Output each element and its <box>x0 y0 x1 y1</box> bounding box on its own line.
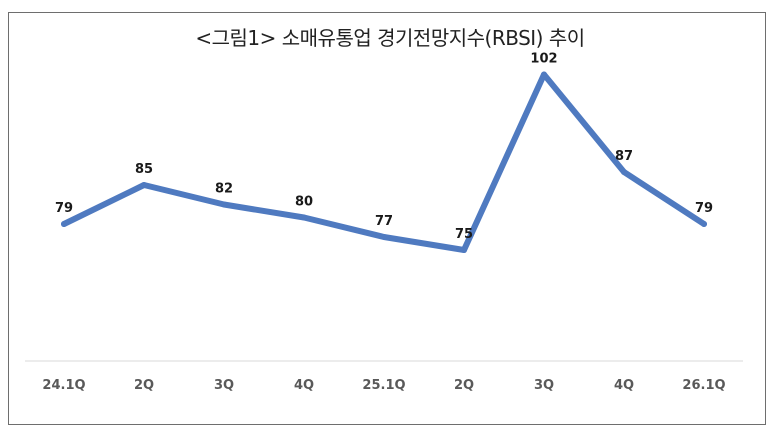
data-label: 80 <box>295 195 313 210</box>
data-point <box>461 247 467 253</box>
data-label: 82 <box>215 182 233 197</box>
x-tick-label: 26.1Q <box>682 378 725 393</box>
data-label: 85 <box>135 162 153 177</box>
data-label: 87 <box>615 149 633 164</box>
x-tick-label: 2Q <box>454 378 474 393</box>
chart-title: <그림1> 소매유통업 경기전망지수(RBSI) 추이 <box>195 26 585 50</box>
x-tick-label: 24.1Q <box>42 378 85 393</box>
data-point <box>221 201 227 208</box>
x-tick-label: 4Q <box>614 378 634 393</box>
data-point <box>701 221 707 227</box>
data-point <box>541 71 547 78</box>
x-tick-label: 4Q <box>294 378 314 393</box>
data-point <box>301 214 307 221</box>
data-label: 79 <box>695 201 713 216</box>
data-point <box>61 221 67 227</box>
data-point <box>141 182 147 188</box>
x-tick-label: 25.1Q <box>362 378 405 393</box>
data-label: 75 <box>455 227 473 242</box>
x-tick-label: 2Q <box>134 378 154 393</box>
chart-frame <box>8 12 766 425</box>
data-point <box>381 234 387 240</box>
data-label: 102 <box>530 52 557 67</box>
data-point <box>621 169 627 175</box>
data-label: 79 <box>55 201 73 216</box>
x-tick-label: 3Q <box>214 378 234 393</box>
data-label: 77 <box>375 214 393 229</box>
x-tick-label: 3Q <box>534 378 554 393</box>
